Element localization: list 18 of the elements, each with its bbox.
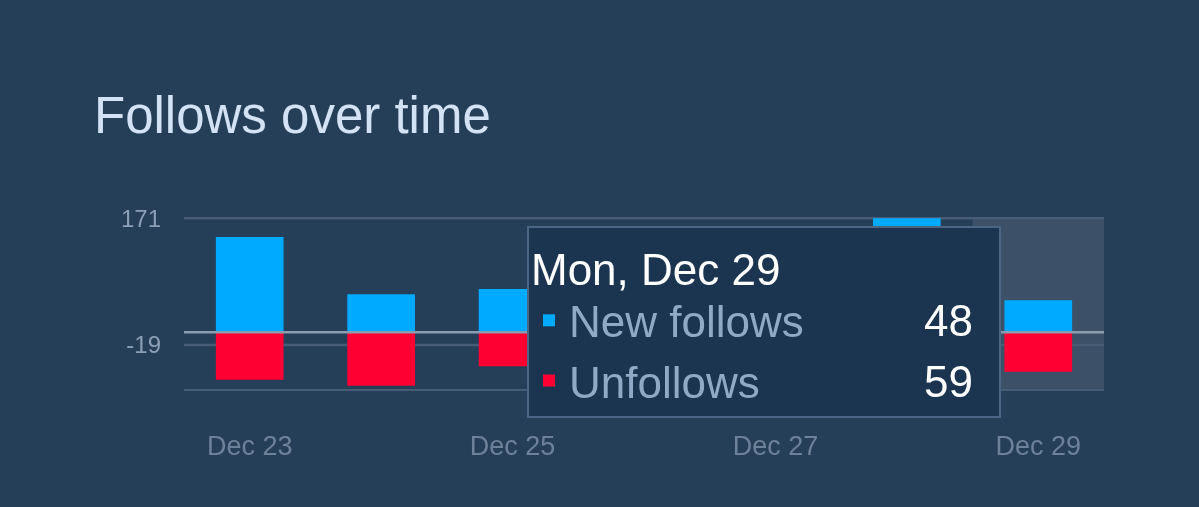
legend-label: Unfollows bbox=[569, 357, 760, 407]
annotation: 59 bbox=[924, 357, 973, 406]
bar bbox=[215, 332, 284, 380]
legend-title: Mon, Dec 29 bbox=[531, 245, 781, 295]
chart-title: Follows over time bbox=[94, 86, 491, 144]
y-tick-label: 171 bbox=[120, 204, 161, 232]
bar bbox=[347, 332, 415, 386]
bar bbox=[1004, 300, 1073, 333]
x-tick-label: Dec 29 bbox=[995, 431, 1082, 462]
legend-label: New follows bbox=[569, 297, 804, 347]
y-tick-label: -19 bbox=[126, 331, 161, 359]
x-tick-label: Dec 27 bbox=[732, 431, 819, 462]
annotation: 48 bbox=[924, 296, 973, 345]
bar bbox=[1004, 332, 1073, 372]
x-tick-label: Dec 23 bbox=[206, 431, 293, 462]
bar bbox=[347, 294, 415, 333]
bar bbox=[215, 237, 284, 333]
x-tick-label: Dec 25 bbox=[469, 431, 556, 462]
